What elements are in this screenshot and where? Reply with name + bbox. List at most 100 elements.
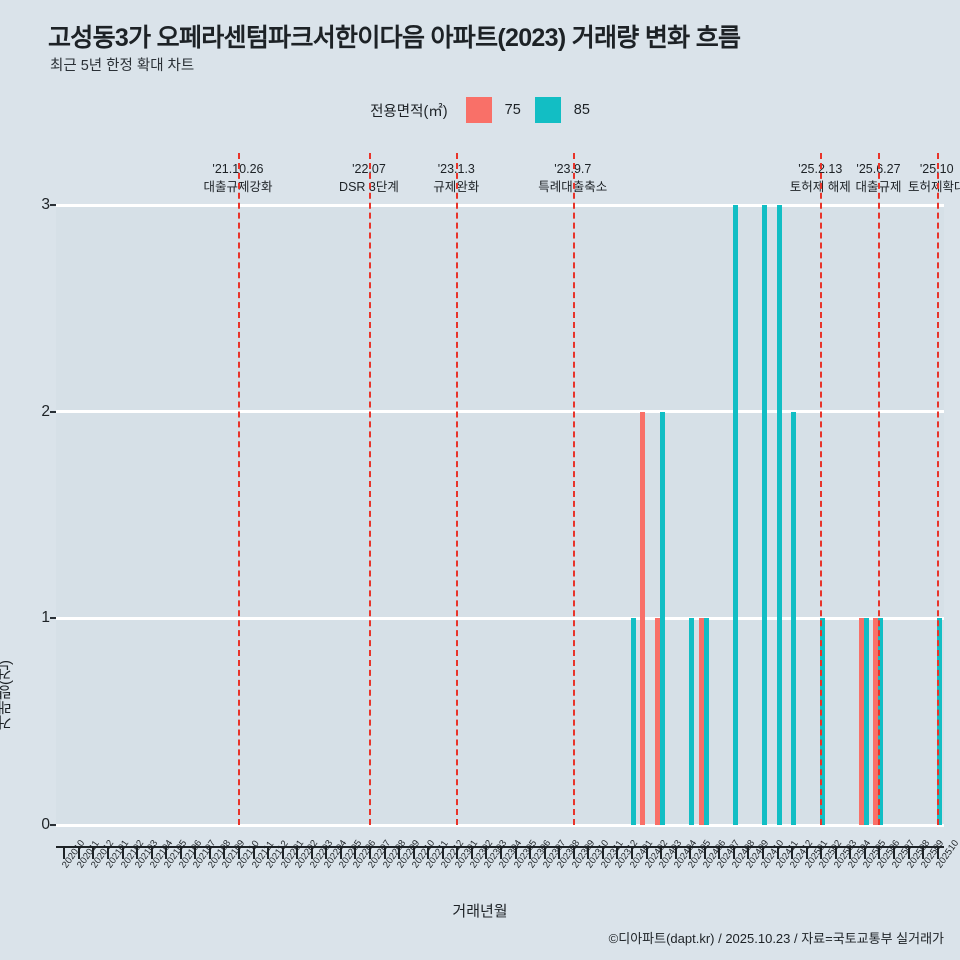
x-axis-tick-mark [194, 848, 197, 859]
gridline [56, 616, 944, 620]
annotation-line-202207 [368, 153, 371, 825]
x-axis-tick-mark [354, 848, 357, 859]
x-axis-tick-mark [310, 848, 313, 859]
plot-area [56, 153, 944, 827]
legend-item-label: 75 [504, 102, 521, 118]
x-axis-tick-mark [878, 848, 881, 859]
x-axis-tick-mark [703, 848, 706, 859]
y-axis-tick-mark [50, 617, 56, 620]
annotation-202510: '25.10 토허제확대 [908, 160, 960, 196]
bar-202412-85[interactable] [791, 411, 797, 825]
chart-subtitle: 최근 5년 한정 확대 차트 [50, 58, 195, 74]
gridline [56, 823, 944, 827]
chart-legend: 전용면적(㎡) 75 85 [0, 97, 960, 123]
annotation-text: 토허제확대 [907, 180, 960, 195]
y-axis-tick-label: 2 [41, 402, 50, 420]
x-axis-tick-mark [529, 848, 532, 859]
x-axis-tick-mark [543, 848, 546, 859]
x-axis-tick-mark [208, 848, 211, 859]
footer-credit: ©디아파트(dapt.kr) / 2025.10.23 / 자료=국토교통부 실… [608, 931, 944, 946]
x-axis-tick-mark [645, 848, 648, 859]
bar-202502-85[interactable] [820, 618, 826, 825]
y-axis-tick-mark [50, 824, 56, 826]
bar-202402-75[interactable] [640, 411, 646, 825]
bar-202411-85[interactable] [776, 205, 782, 825]
y-axis: 거래량(건) 0 1 2 3 [0, 196, 50, 833]
annotation-line-202301 [456, 153, 459, 825]
x-axis-tick-mark [631, 848, 634, 859]
x-axis-tick-mark [252, 848, 255, 859]
annotation-line-202502 [820, 153, 823, 825]
x-axis-tick-mark [106, 848, 109, 859]
y-axis-tick-mark [50, 204, 56, 206]
x-axis-tick-mark [485, 848, 488, 859]
x-axis-tick-mark [601, 848, 604, 859]
x-axis-line [56, 846, 944, 848]
x-axis-tick-mark [834, 848, 837, 859]
y-axis-label: 거래량(건) [0, 660, 14, 730]
x-axis-tick-mark [660, 848, 663, 859]
y-axis-tick-label: 0 [41, 816, 50, 833]
x-axis-tick-mark [674, 848, 677, 859]
bar-202506-75[interactable] [873, 618, 879, 825]
x-axis-tick-mark [223, 848, 226, 859]
gridline [56, 410, 944, 414]
x-axis-tick-mark [791, 848, 794, 859]
annotation-line-202506 [878, 153, 881, 825]
x-axis-tick-mark [296, 848, 299, 859]
legend-item-label: 85 [573, 102, 590, 118]
bar-202403-85[interactable] [660, 411, 666, 825]
x-axis-tick-mark [587, 848, 590, 859]
bar-202410-85[interactable] [762, 205, 768, 825]
x-axis-tick-mark [398, 848, 401, 859]
x-axis-tick-mark [558, 848, 561, 859]
bar-202406-75[interactable] [698, 618, 704, 825]
x-axis-tick-mark [281, 848, 284, 859]
x-axis-tick-mark [863, 848, 866, 859]
bar-202401-85[interactable] [631, 618, 637, 825]
x-axis-tick-mark [893, 848, 896, 859]
x-axis-tick-mark [456, 848, 459, 859]
gridline [56, 203, 944, 207]
x-axis-tick-mark [77, 848, 80, 859]
bar-202505-75[interactable] [858, 618, 864, 825]
annotation-line-202110 [237, 153, 240, 825]
x-axis-tick-mark [820, 848, 823, 859]
legend-item-75[interactable]: 75 [465, 97, 521, 123]
x-axis-tick-mark [747, 848, 750, 859]
x-axis-tick-mark [412, 848, 415, 859]
x-axis-tick-mark [572, 848, 575, 859]
bar-202403-75[interactable] [655, 618, 661, 825]
x-axis-tick-mark [805, 848, 808, 859]
x-axis-tick-mark [136, 848, 139, 859]
bar-202406-85[interactable] [703, 618, 709, 825]
annotation-date: '25.6.27 [856, 162, 901, 176]
x-axis-tick-mark [718, 848, 721, 859]
legend-swatch-icon [465, 97, 492, 123]
x-axis-tick-mark [922, 848, 925, 859]
x-axis-tick-mark [150, 848, 153, 859]
y-axis-tick-label: 1 [41, 609, 50, 627]
bar-202510-85[interactable] [936, 618, 942, 825]
annotation-202506: '25.6.27 대출규제 [855, 160, 901, 196]
x-axis-tick-mark [179, 848, 182, 859]
annotation-date: '25.2.13 [798, 162, 843, 176]
legend-item-85[interactable]: 85 [534, 97, 590, 123]
bar-202405-85[interactable] [689, 618, 695, 825]
annotation-line-202510 [936, 153, 939, 825]
x-axis-tick-mark [849, 848, 852, 859]
x-axis-tick-mark [339, 848, 342, 859]
y-axis-tick-label: 3 [41, 196, 50, 213]
x-axis-tick-mark [267, 848, 270, 859]
x-axis-tick-mark [514, 848, 517, 859]
bar-202505-85[interactable] [863, 618, 869, 825]
bar-202506-85[interactable] [878, 618, 884, 825]
x-axis-tick-mark [907, 848, 910, 859]
x-axis-tick-mark [325, 848, 328, 859]
page-title: 고성동3가 오페라센텀파크서한이다음 아파트(2023) 거래량 변화 흐름 [48, 24, 741, 52]
x-axis-tick-mark [616, 848, 619, 859]
x-axis-tick-mark [427, 848, 430, 859]
bar-202408-85[interactable] [732, 205, 738, 825]
annotation-date: '25.10 [919, 162, 954, 176]
